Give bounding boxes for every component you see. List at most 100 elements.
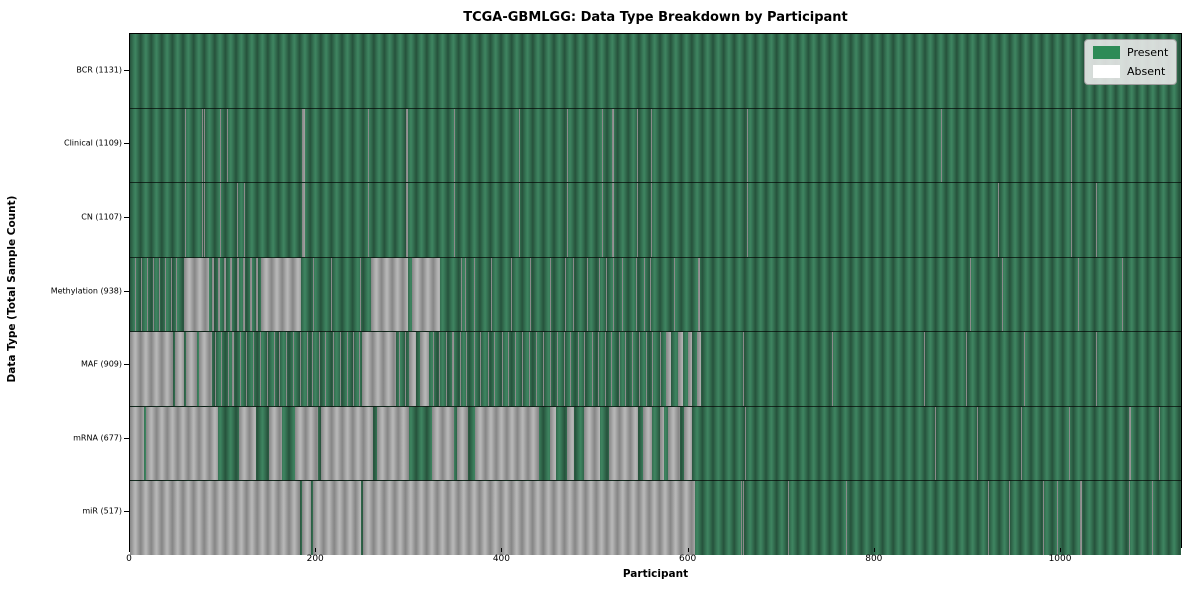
absent-segment xyxy=(278,332,280,406)
absent-segment xyxy=(176,257,178,332)
absent-segment xyxy=(514,332,516,406)
absent-segment xyxy=(1096,183,1098,257)
absent-segment xyxy=(1009,481,1011,555)
absent-segment xyxy=(550,406,556,481)
absent-segment xyxy=(236,257,239,332)
absent-segment xyxy=(130,406,144,481)
absent-segment xyxy=(221,332,223,406)
absent-segment xyxy=(678,332,683,406)
absent-segment xyxy=(743,332,745,406)
absent-segment xyxy=(363,481,695,555)
absent-segment xyxy=(652,332,654,406)
absent-segment xyxy=(300,332,302,406)
absent-segment xyxy=(457,406,469,481)
absent-segment xyxy=(519,108,521,183)
absent-segment xyxy=(249,257,252,332)
absent-segment xyxy=(353,332,355,406)
absent-segment xyxy=(643,257,645,332)
absent-segment xyxy=(399,332,401,406)
row-Clinical xyxy=(130,107,1181,183)
absent-swatch xyxy=(1093,65,1120,78)
absent-segment xyxy=(318,332,320,406)
absent-segment xyxy=(412,257,441,332)
absent-segment xyxy=(934,406,936,481)
ytick-mark xyxy=(124,216,129,218)
absent-segment xyxy=(598,332,600,406)
absent-segment xyxy=(566,406,575,481)
absent-segment xyxy=(584,406,601,481)
absent-segment xyxy=(473,257,475,332)
absent-segment xyxy=(651,108,653,183)
absent-segment xyxy=(625,332,627,406)
y-axis-label: Data Type (Total Sample Count) xyxy=(6,195,18,383)
absent-segment xyxy=(158,257,160,332)
absent-segment xyxy=(130,481,301,555)
absent-segment xyxy=(566,183,568,257)
absent-segment xyxy=(642,406,653,481)
absent-segment xyxy=(659,332,661,406)
ytick-mark xyxy=(124,143,129,145)
absent-segment xyxy=(528,332,530,406)
absent-segment xyxy=(613,257,615,332)
absent-segment xyxy=(460,257,462,332)
absent-segment xyxy=(301,481,312,555)
absent-segment xyxy=(659,406,665,481)
absent-segment xyxy=(747,108,749,183)
absent-segment xyxy=(243,257,246,332)
absent-segment xyxy=(141,257,143,332)
plot-rows xyxy=(130,34,1181,555)
absent-segment xyxy=(204,183,206,257)
absent-segment xyxy=(474,406,539,481)
absent-segment xyxy=(244,183,246,257)
absent-segment xyxy=(618,332,620,406)
ytick-label-Clinical: Clinical (1109) xyxy=(64,138,122,148)
legend-item-absent: Absent xyxy=(1093,65,1168,78)
chart-title: TCGA-GBMLGG: Data Type Breakdown by Part… xyxy=(463,10,848,25)
absent-segment xyxy=(432,406,455,481)
absent-segment xyxy=(673,257,676,332)
row-CN xyxy=(130,182,1181,257)
absent-segment xyxy=(650,257,652,332)
absent-segment xyxy=(1071,108,1073,183)
ytick-label-CN: CN (1107) xyxy=(81,212,122,222)
absent-segment xyxy=(330,257,332,332)
ytick-label-MAF: MAF (909) xyxy=(80,359,122,369)
xtick-label-1000: 1000 xyxy=(1048,554,1072,564)
absent-segment xyxy=(321,406,374,481)
absent-segment xyxy=(494,332,496,406)
absent-segment xyxy=(1158,406,1160,481)
legend-absent-label: Absent xyxy=(1127,65,1166,78)
absent-segment xyxy=(359,257,362,332)
absent-segment xyxy=(787,481,789,555)
absent-segment xyxy=(636,257,638,332)
absent-segment xyxy=(1152,481,1154,555)
absent-segment xyxy=(683,406,693,481)
absent-segment xyxy=(408,332,417,406)
absent-segment xyxy=(696,332,702,406)
absent-segment xyxy=(602,183,604,257)
absent-segment xyxy=(611,332,613,406)
absent-segment xyxy=(473,332,475,406)
absent-segment xyxy=(266,332,268,406)
xtick-label-0: 0 xyxy=(126,554,132,564)
absent-segment xyxy=(997,183,999,257)
absent-segment xyxy=(1068,406,1071,481)
absent-segment xyxy=(563,332,565,406)
absent-segment xyxy=(465,257,467,332)
xtick-mark xyxy=(1060,548,1062,552)
absent-segment xyxy=(1077,257,1079,332)
absent-segment xyxy=(510,257,512,332)
absent-segment xyxy=(256,257,259,332)
absent-segment xyxy=(201,108,203,183)
absent-segment xyxy=(573,257,575,332)
absent-segment xyxy=(522,332,524,406)
absent-segment xyxy=(269,406,283,481)
absent-segment xyxy=(621,257,623,332)
absent-segment xyxy=(584,332,586,406)
absent-segment xyxy=(260,332,262,406)
absent-segment xyxy=(519,183,521,257)
absent-segment xyxy=(325,332,327,406)
absent-segment xyxy=(987,481,989,555)
xtick-mark xyxy=(687,548,689,552)
absent-segment xyxy=(743,481,745,555)
